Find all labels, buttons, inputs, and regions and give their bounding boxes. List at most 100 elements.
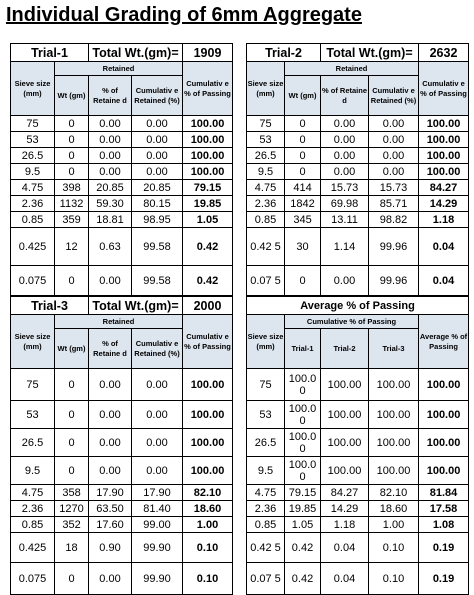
cell: 0.85 xyxy=(10,516,55,533)
cell: 0.04 xyxy=(418,265,470,296)
cell: 100.00 xyxy=(417,428,470,457)
cell: 0.85 xyxy=(10,211,55,228)
cell: 9.5 xyxy=(246,163,285,180)
cell: 0.00 xyxy=(320,147,370,164)
cell: 30 xyxy=(283,227,322,266)
cell: 99.00 xyxy=(131,516,184,533)
cell: 0 xyxy=(53,131,90,148)
cell: 0 xyxy=(53,400,90,429)
cell: 0.00 xyxy=(131,131,184,148)
cell: 1270 xyxy=(53,500,90,517)
cell: 100.0 0 xyxy=(284,400,321,429)
cell: 100.00 xyxy=(182,456,234,485)
cell: 98.82 xyxy=(368,211,420,228)
cell: 414 xyxy=(283,179,322,196)
cell: 0.42 xyxy=(182,265,234,296)
cell: 17.90 xyxy=(131,484,184,501)
cell: 0.00 xyxy=(88,562,133,595)
cell: 100.00 xyxy=(368,456,419,485)
cell: 84.27 xyxy=(320,484,369,501)
cell: 100.00 xyxy=(320,400,369,429)
cell: 0.00 xyxy=(88,115,133,132)
table-row: 0.425 12 0.63 99.58 0.42 xyxy=(10,227,234,266)
cell: 79.15 xyxy=(284,484,321,501)
cell: 75 xyxy=(246,115,285,132)
cell: 53 xyxy=(10,131,55,148)
average-label: Average % of Passing xyxy=(245,296,470,315)
cell: 0.00 xyxy=(368,147,420,164)
cell: 0.00 xyxy=(131,163,184,180)
cell: 1.18 xyxy=(418,211,470,228)
total-weight-value: 1909 xyxy=(182,43,234,62)
pct-retained-header: % of Retaine d xyxy=(320,75,370,116)
cell: 17.60 xyxy=(88,516,133,533)
cell: 1.14 xyxy=(320,227,370,266)
trial-3-header: Trial-3 xyxy=(368,328,419,369)
cell: 100.00 xyxy=(320,428,369,457)
retained-header: Retained xyxy=(283,61,420,76)
cell: 100.00 xyxy=(417,456,470,485)
cum-retained-header: Cumulativ e Retained (%) xyxy=(368,75,420,116)
table-row: 0.85 352 17.60 99.00 1.00 xyxy=(10,516,234,533)
table-row: 2.36 1132 59.30 80.15 19.85 xyxy=(10,195,234,212)
cell: 0.075 xyxy=(10,265,55,296)
cell: 69.98 xyxy=(320,195,370,212)
cell: 100.00 xyxy=(182,368,234,401)
cell: 100.0 0 xyxy=(284,368,321,401)
cell: 4.75 xyxy=(246,484,285,501)
cell: 1842 xyxy=(283,195,322,212)
cell: 0.10 xyxy=(182,532,234,563)
table-row: 0.075 0 0.00 99.90 0.10 xyxy=(10,562,234,595)
table-row: 9.5 0 0.00 0.00 100.00 xyxy=(10,456,234,485)
cell: 100.00 xyxy=(368,368,419,401)
cell: 9.5 xyxy=(10,163,55,180)
cell: 17.90 xyxy=(88,484,133,501)
cell: 26.5 xyxy=(10,147,55,164)
cell: 0.00 xyxy=(320,115,370,132)
trial-3-table: Trial-3 Total Wt.(gm)= 2000 Sieve size (… xyxy=(9,296,234,595)
cell: 20.85 xyxy=(131,179,184,196)
table-row: 0.075 0 0.00 99.58 0.42 xyxy=(10,265,234,296)
cell: 0 xyxy=(53,428,90,457)
cell: 15.73 xyxy=(368,179,420,196)
cell: 0.00 xyxy=(320,163,370,180)
table-row: 75 100.0 0 100.00 100.00 100.00 xyxy=(246,368,470,401)
cell: 100.00 xyxy=(182,115,234,132)
cell: 2.36 xyxy=(246,500,285,517)
cell: 18.81 xyxy=(88,211,133,228)
trial-2-label: Trial-2 xyxy=(245,43,322,62)
cell: 9.5 xyxy=(10,456,55,485)
cell: 26.5 xyxy=(246,428,285,457)
cell: 1.05 xyxy=(284,516,321,533)
cell: 0.63 xyxy=(88,227,133,266)
cell: 99.58 xyxy=(131,227,184,266)
cell: 79.15 xyxy=(182,179,234,196)
page-title: Individual Grading of 6mm Aggregate xyxy=(6,4,362,26)
cell: 0.075 xyxy=(10,562,55,595)
table-row: 4.75 79.15 84.27 82.10 81.84 xyxy=(246,484,470,501)
cell: 0.00 xyxy=(368,163,420,180)
cell: 0.00 xyxy=(88,147,133,164)
cell: 0.42 xyxy=(182,227,234,266)
cell: 0.42 5 xyxy=(246,227,285,266)
cell: 4.75 xyxy=(246,179,285,196)
cell: 1.18 xyxy=(320,516,369,533)
trial-2-header: Trial-2 xyxy=(320,328,369,369)
cell: 100.0 0 xyxy=(284,428,321,457)
total-weight-label: Total Wt.(gm)= xyxy=(88,43,184,62)
cell: 0 xyxy=(53,265,90,296)
cell: 100.00 xyxy=(418,115,470,132)
cell: 100.00 xyxy=(182,400,234,429)
cell: 20.85 xyxy=(88,179,133,196)
total-weight-value: 2632 xyxy=(418,43,470,62)
cell: 0.10 xyxy=(368,562,419,595)
cell: 0.04 xyxy=(418,227,470,266)
cell: 0.00 xyxy=(131,456,184,485)
cell: 0.00 xyxy=(131,400,184,429)
cell: 59.30 xyxy=(88,195,133,212)
cell: 398 xyxy=(53,179,90,196)
cell: 100.00 xyxy=(182,147,234,164)
cell: 0.00 xyxy=(320,131,370,148)
trial-1-header: Trial-1 xyxy=(284,328,321,369)
table-row: 9.5 0 0.00 0.00 100.00 xyxy=(246,163,470,180)
